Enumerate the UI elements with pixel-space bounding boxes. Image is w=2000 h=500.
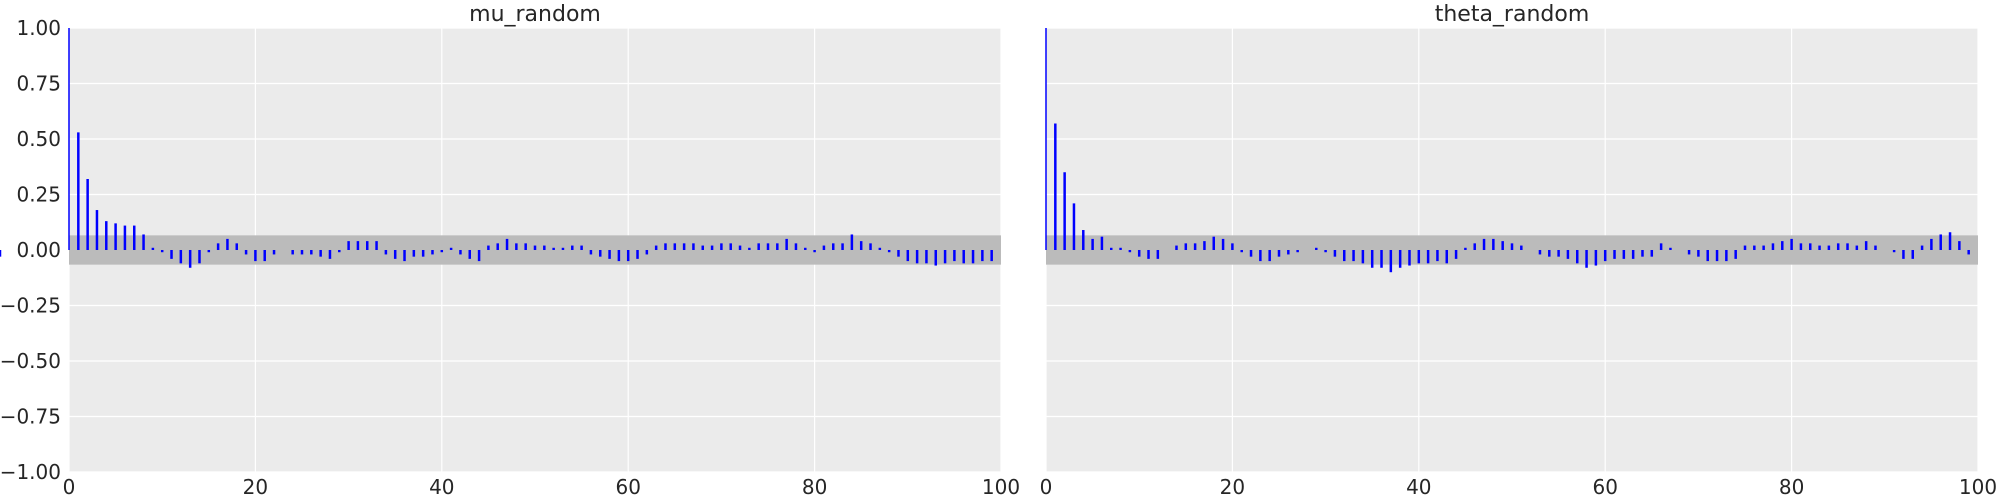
x-tick-label: 20 <box>1220 475 1245 499</box>
x-tick-label: 80 <box>1779 475 1804 499</box>
y-tick-label: −0.25 <box>0 294 61 318</box>
y-tick-label: 0.50 <box>16 127 61 151</box>
y-tick-label: −0.75 <box>0 405 61 429</box>
panel-mu-random: mu_random 1.00 0.75 0.50 0.25 0.00 −0.25 −0.50 −… <box>0 2 1020 499</box>
y-tick-label: −1.00 <box>0 460 61 484</box>
x-tick-label: 60 <box>1592 475 1617 499</box>
y-tick-label: 0.75 <box>16 72 61 96</box>
x-tick-label: 40 <box>429 475 454 499</box>
x-tick-label: 40 <box>1406 475 1431 499</box>
x-tick-label: 0 <box>1040 475 1053 499</box>
y-tick-label: 0.25 <box>16 183 61 207</box>
x-tick-label: 20 <box>243 475 268 499</box>
y-tick-label: −0.50 <box>0 349 61 373</box>
x-tick-label: 100 <box>982 475 1020 499</box>
panel-title: theta_random <box>1435 2 1590 27</box>
x-tick-label: 80 <box>802 475 827 499</box>
x-tick-label: 0 <box>63 475 76 499</box>
x-tick-label: 100 <box>1959 475 1997 499</box>
y-tick-label: 0.00 <box>16 238 61 262</box>
x-tick-label: 60 <box>615 475 640 499</box>
panel-title: mu_random <box>469 2 601 27</box>
y-tick-label: 1.00 <box>16 16 61 40</box>
